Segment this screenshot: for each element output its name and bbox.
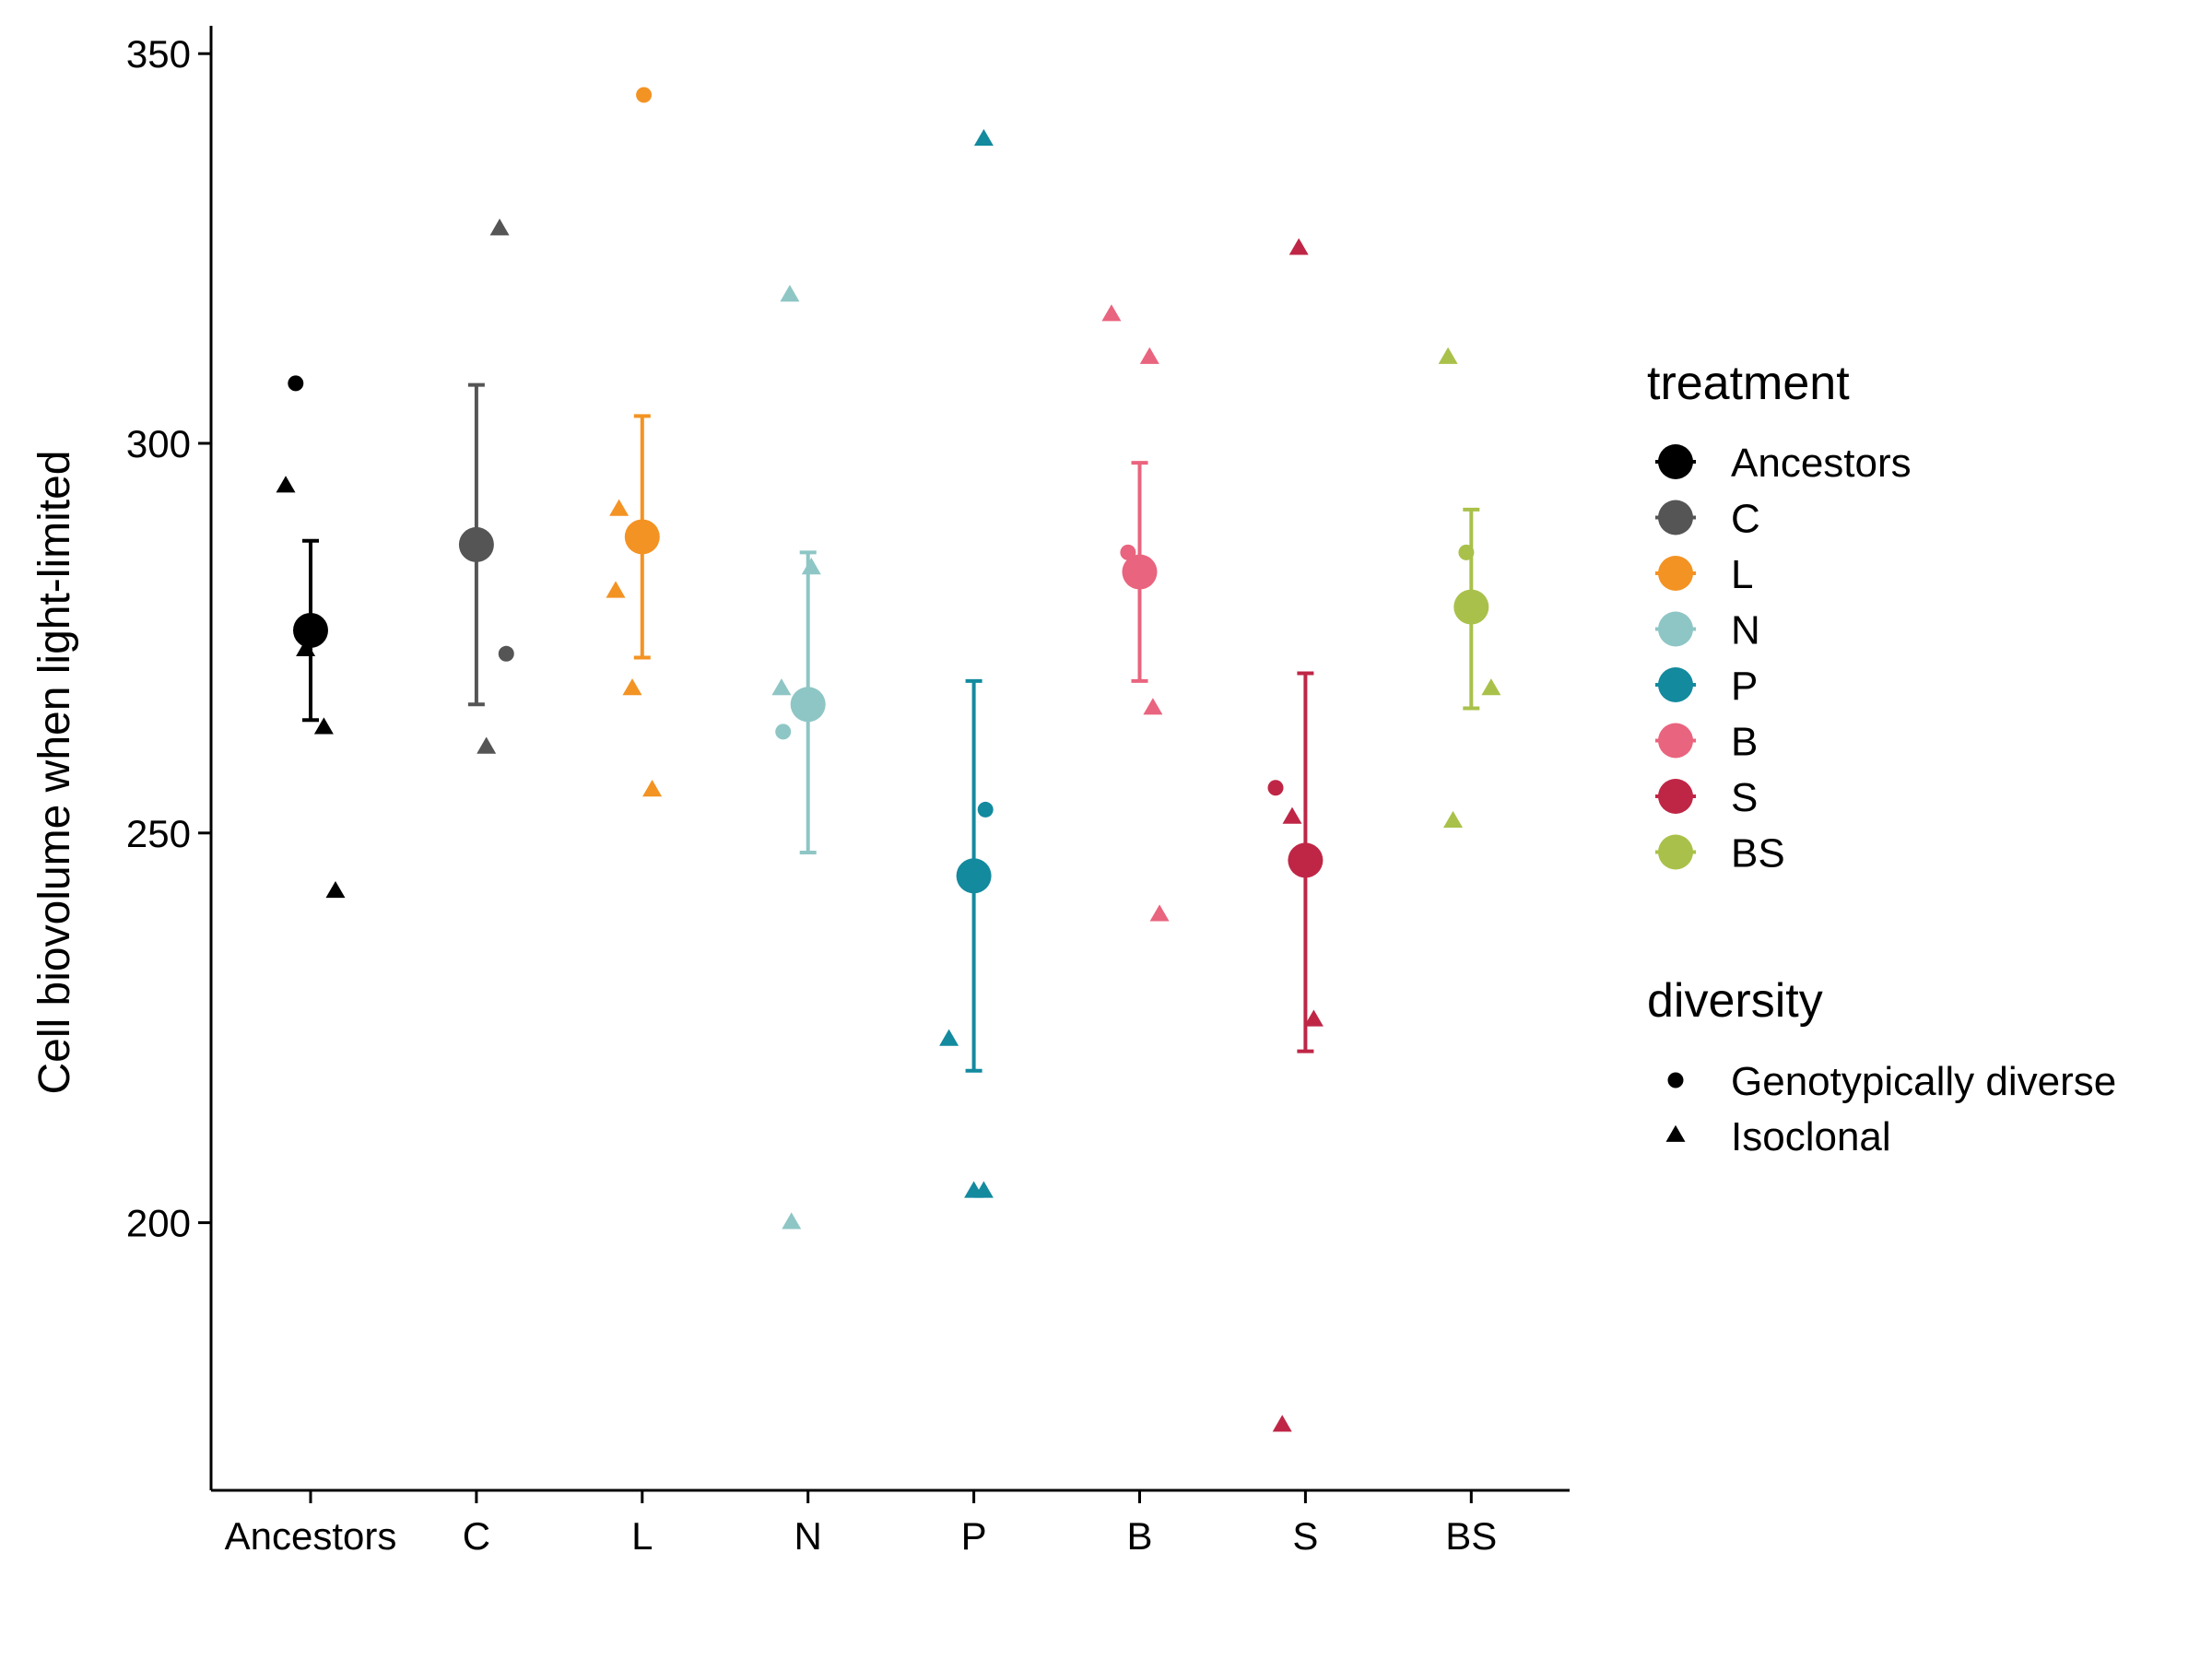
y-axis-title: Cell biovolume when light-limited — [30, 451, 79, 1095]
data-point-isoclonal — [1303, 1009, 1324, 1027]
legend-item-bs: BS — [1655, 831, 1785, 877]
data-point-isoclonal — [973, 128, 994, 147]
legend-label: Ancestors — [1731, 441, 1912, 486]
data-point-isoclonal — [489, 218, 510, 236]
mean-point — [1122, 554, 1158, 590]
data-point-isoclonal — [1443, 810, 1464, 829]
data-point-isoclonal — [771, 678, 792, 696]
data-point-diverse — [636, 87, 653, 103]
data-point-isoclonal — [622, 678, 642, 696]
y-tick-label: 250 — [126, 812, 191, 855]
mean-point — [1288, 842, 1324, 878]
x-tick-label: BS — [1445, 1514, 1497, 1558]
data-point-isoclonal — [609, 499, 629, 516]
data-point-isoclonal — [780, 285, 800, 302]
data-point-isoclonal — [606, 581, 626, 598]
data-point-isoclonal — [1149, 904, 1170, 922]
data-point-diverse — [1267, 780, 1284, 796]
mean-point — [790, 687, 826, 723]
x-tick-label: Ancestors — [225, 1514, 397, 1558]
x-tick-label: S — [1292, 1514, 1318, 1558]
legend-key-dot — [1658, 779, 1693, 814]
legend-key-dot — [1658, 667, 1693, 702]
legend-key-triangle — [1665, 1124, 1686, 1142]
data-point-isoclonal — [313, 717, 334, 735]
legend-label: N — [1731, 608, 1760, 653]
data-point-isoclonal — [276, 476, 296, 493]
mean-point — [293, 612, 328, 648]
data-point-isoclonal — [1143, 698, 1163, 715]
series-ancestors — [276, 375, 346, 899]
data-point-isoclonal — [1438, 347, 1458, 364]
series-c — [458, 218, 514, 754]
data-point-diverse — [498, 645, 514, 662]
legend-item-n: N — [1655, 608, 1760, 653]
legend-item-b: B — [1655, 720, 1758, 765]
mean-point — [956, 858, 992, 894]
x-tick-label: C — [463, 1514, 490, 1558]
legend-key-circle — [1667, 1072, 1684, 1088]
legend-key-dot — [1658, 611, 1693, 647]
legend-title-diversity: diversity — [1647, 974, 1823, 1028]
data-point-isoclonal — [801, 558, 821, 575]
data-point-isoclonal — [1139, 347, 1159, 364]
data-point-isoclonal — [1481, 678, 1501, 696]
data-point-isoclonal — [1272, 1415, 1292, 1432]
legend-label: B — [1731, 720, 1758, 765]
y-tick-label: 200 — [126, 1202, 191, 1245]
series-l — [606, 87, 663, 797]
data-point-diverse — [977, 801, 994, 818]
x-tick-label: B — [1126, 1514, 1152, 1558]
x-tick-label: N — [794, 1514, 822, 1558]
data-point-isoclonal — [477, 736, 497, 754]
legend-key-dot — [1658, 834, 1693, 870]
x-tick-label: L — [631, 1514, 653, 1558]
data-point-isoclonal — [939, 1029, 959, 1046]
series-n — [771, 285, 826, 1230]
legend-key-dot — [1658, 556, 1693, 591]
data-point-isoclonal — [1282, 806, 1302, 824]
data-point-isoclonal — [782, 1212, 802, 1230]
data-point-diverse — [288, 375, 304, 392]
mean-point — [458, 526, 494, 562]
legend-item-ancestors: Ancestors — [1655, 441, 1912, 486]
data-point-isoclonal — [973, 1181, 994, 1198]
legend-label: S — [1731, 775, 1758, 820]
legend-title-treatment: treatment — [1647, 357, 1850, 410]
legend-key-dot — [1658, 444, 1693, 479]
legend-label: BS — [1731, 831, 1785, 877]
plot-area — [276, 87, 1501, 1432]
data-point-isoclonal — [325, 880, 346, 899]
data-point-isoclonal — [1288, 238, 1309, 255]
series-bs — [1438, 347, 1501, 829]
legend-key-dot — [1658, 500, 1693, 535]
legend-label: Isoclonal — [1731, 1114, 1891, 1159]
series-p — [939, 128, 994, 1198]
legend-item-isoclonal: Isoclonal — [1665, 1114, 1891, 1159]
mean-point — [1453, 589, 1489, 625]
data-point-diverse — [775, 724, 792, 740]
data-point-isoclonal — [1101, 304, 1122, 322]
y-tick-label: 300 — [126, 422, 191, 465]
legend-label: P — [1731, 664, 1758, 709]
legend-item-l: L — [1655, 552, 1753, 597]
legend-label: Genotypically diverse — [1731, 1059, 2116, 1104]
legend-item-diverse: Genotypically diverse — [1667, 1059, 2116, 1104]
series-b — [1101, 304, 1170, 922]
series-s — [1267, 238, 1324, 1432]
legend-item-p: P — [1655, 664, 1758, 709]
y-tick-label: 350 — [126, 32, 191, 76]
legend-item-c: C — [1655, 497, 1760, 542]
legend: treatmentAncestorsCLNPBSBSdiversityGenot… — [1647, 357, 2116, 1159]
legend-key-dot — [1658, 723, 1693, 759]
legend-item-s: S — [1655, 775, 1758, 820]
mean-point — [624, 519, 660, 555]
legend-label: C — [1731, 497, 1760, 542]
data-point-isoclonal — [642, 780, 663, 797]
legend-label: L — [1731, 552, 1753, 597]
x-tick-label: P — [961, 1514, 987, 1558]
